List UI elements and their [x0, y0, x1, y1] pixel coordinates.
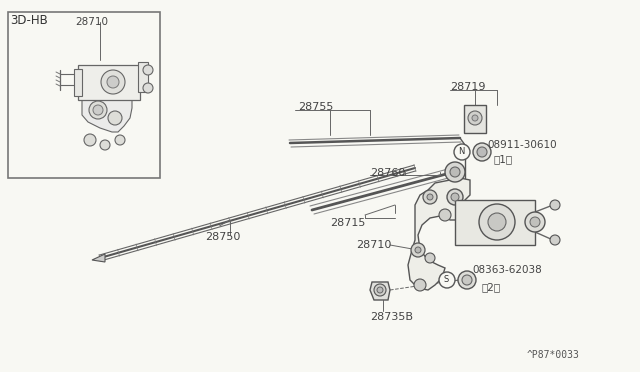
Circle shape — [101, 70, 125, 94]
Polygon shape — [408, 178, 470, 290]
Circle shape — [107, 76, 119, 88]
Circle shape — [454, 144, 470, 160]
Circle shape — [143, 65, 153, 75]
Circle shape — [479, 204, 515, 240]
Text: 28710: 28710 — [75, 17, 108, 27]
Bar — [138, 62, 148, 92]
Text: 3D-HB: 3D-HB — [10, 14, 48, 27]
Circle shape — [377, 287, 383, 293]
Circle shape — [143, 83, 153, 93]
Circle shape — [100, 140, 110, 150]
Circle shape — [550, 235, 560, 245]
Bar — [455, 200, 535, 245]
Circle shape — [439, 209, 451, 221]
Circle shape — [411, 243, 425, 257]
Circle shape — [93, 105, 103, 115]
Circle shape — [462, 275, 472, 285]
Circle shape — [473, 143, 491, 161]
Text: 28755: 28755 — [298, 102, 333, 112]
Circle shape — [550, 200, 560, 210]
Text: N: N — [458, 147, 465, 156]
Circle shape — [414, 279, 426, 291]
Circle shape — [415, 247, 421, 253]
Circle shape — [488, 213, 506, 231]
Polygon shape — [370, 282, 390, 300]
Text: 28719: 28719 — [450, 82, 486, 92]
Text: 08363-62038: 08363-62038 — [472, 265, 541, 275]
Polygon shape — [82, 100, 132, 132]
Circle shape — [458, 271, 476, 289]
Text: 28750: 28750 — [205, 232, 241, 242]
Text: 28735B: 28735B — [370, 312, 413, 322]
Circle shape — [525, 212, 545, 232]
Circle shape — [439, 272, 455, 288]
Text: S: S — [443, 275, 448, 284]
Circle shape — [425, 253, 435, 263]
Circle shape — [89, 101, 107, 119]
Circle shape — [468, 111, 482, 125]
Bar — [78, 65, 140, 100]
Text: （1）: （1） — [494, 154, 513, 164]
Circle shape — [423, 190, 437, 204]
Circle shape — [115, 135, 125, 145]
Circle shape — [477, 147, 487, 157]
Text: 28715: 28715 — [330, 218, 365, 228]
Circle shape — [451, 193, 459, 201]
Circle shape — [84, 134, 96, 146]
Bar — [464, 105, 486, 133]
Text: ^P87*0033: ^P87*0033 — [527, 350, 580, 360]
Circle shape — [445, 162, 465, 182]
Bar — [8, 12, 160, 178]
Circle shape — [447, 189, 463, 205]
Text: （2）: （2） — [482, 282, 501, 292]
Circle shape — [108, 111, 122, 125]
Text: 28760: 28760 — [370, 168, 405, 178]
Text: 28710: 28710 — [356, 240, 392, 250]
Circle shape — [530, 217, 540, 227]
Circle shape — [427, 194, 433, 200]
Circle shape — [472, 115, 478, 121]
Circle shape — [374, 284, 386, 296]
Bar — [74, 69, 82, 96]
Circle shape — [450, 167, 460, 177]
Text: 08911-30610: 08911-30610 — [487, 140, 557, 150]
Polygon shape — [92, 254, 105, 262]
